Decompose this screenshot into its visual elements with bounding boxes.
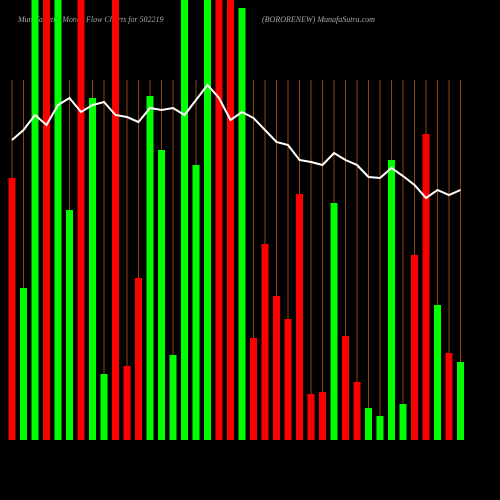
bar [250,338,257,440]
bar [422,134,430,440]
bar [192,165,200,440]
money-flow-line [11,83,461,200]
bar [204,0,211,440]
bar [434,305,441,440]
bar [353,382,361,440]
bar [342,336,349,440]
bar [169,355,177,440]
bar [307,394,315,440]
bar [77,0,85,440]
bar [181,0,188,440]
bar [238,8,246,440]
bar [158,150,165,440]
bar [215,0,223,440]
bar [43,0,50,440]
bar [112,0,119,440]
bar [411,255,418,440]
chart-title: MunafaSutra Money Flow Charts for 502219 [17,15,164,24]
bar [20,288,27,440]
bar [457,362,464,440]
bar [319,392,326,440]
bar [330,203,338,440]
bar [399,404,407,440]
bar [445,353,453,440]
bar [66,210,73,440]
bar [261,244,269,440]
bar [227,0,234,440]
bar [146,96,154,440]
bar [296,194,303,440]
bar [89,98,96,440]
bar [123,366,131,440]
bar [8,178,16,440]
bar [376,416,384,440]
bar [365,408,372,440]
bar [31,0,39,440]
bar [100,374,108,440]
bar [54,0,62,440]
bar [284,319,292,440]
bar [273,296,280,440]
bar [388,160,395,440]
chart-subtitle: (BORORENEW) MunafaSutra.com [262,15,375,24]
bar [135,278,142,440]
